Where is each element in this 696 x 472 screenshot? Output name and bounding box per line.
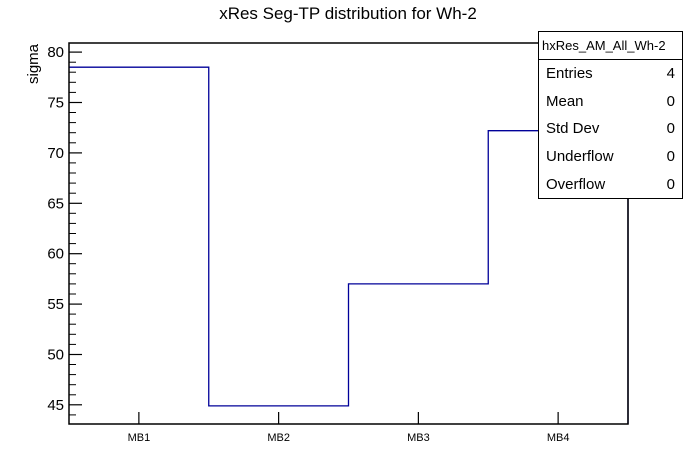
stats-label: Std Dev: [546, 120, 600, 138]
x-axis-tick-label: MB4: [547, 432, 570, 444]
stats-value: 0: [666, 92, 675, 110]
stats-box-title: hxRes_AM_All_Wh-2: [539, 32, 682, 60]
stats-row-mean: Mean 0: [539, 88, 682, 116]
stats-value: 0: [666, 148, 675, 166]
x-axis-tick-label: MB3: [407, 432, 430, 444]
y-axis-tick-label: 45: [47, 397, 64, 414]
y-axis-tick-label: 55: [47, 296, 64, 313]
stats-value: 4: [666, 65, 675, 83]
y-axis-tick-label: 75: [47, 94, 64, 111]
y-axis-tick-label: 65: [47, 195, 64, 212]
stats-value: 0: [666, 175, 675, 193]
y-axis-title: sigma: [25, 43, 42, 84]
stats-row-overflow: Overflow 0: [539, 170, 682, 198]
y-axis-tick-label: 50: [47, 346, 64, 363]
stats-row-stddev: Std Dev 0: [539, 115, 682, 143]
stats-row-underflow: Underflow 0: [539, 143, 682, 171]
stats-box: hxRes_AM_All_Wh-2 Entries 4 Mean 0 Std D…: [538, 31, 683, 199]
stats-label: Entries: [546, 65, 593, 83]
y-axis-tick-label: 80: [47, 44, 64, 61]
stats-label: Overflow: [546, 175, 606, 193]
stats-label: Underflow: [546, 148, 614, 166]
x-axis-tick-label: MB1: [128, 432, 151, 444]
stats-row-entries: Entries 4: [539, 60, 682, 88]
stats-value: 0: [666, 120, 675, 138]
stats-label: Mean: [546, 92, 584, 110]
x-axis-tick-label: MB2: [267, 432, 290, 444]
y-axis-tick-label: 60: [47, 246, 64, 263]
chart-title: xRes Seg-TP distribution for Wh-2: [219, 4, 477, 23]
y-axis-tick-label: 70: [47, 145, 64, 162]
